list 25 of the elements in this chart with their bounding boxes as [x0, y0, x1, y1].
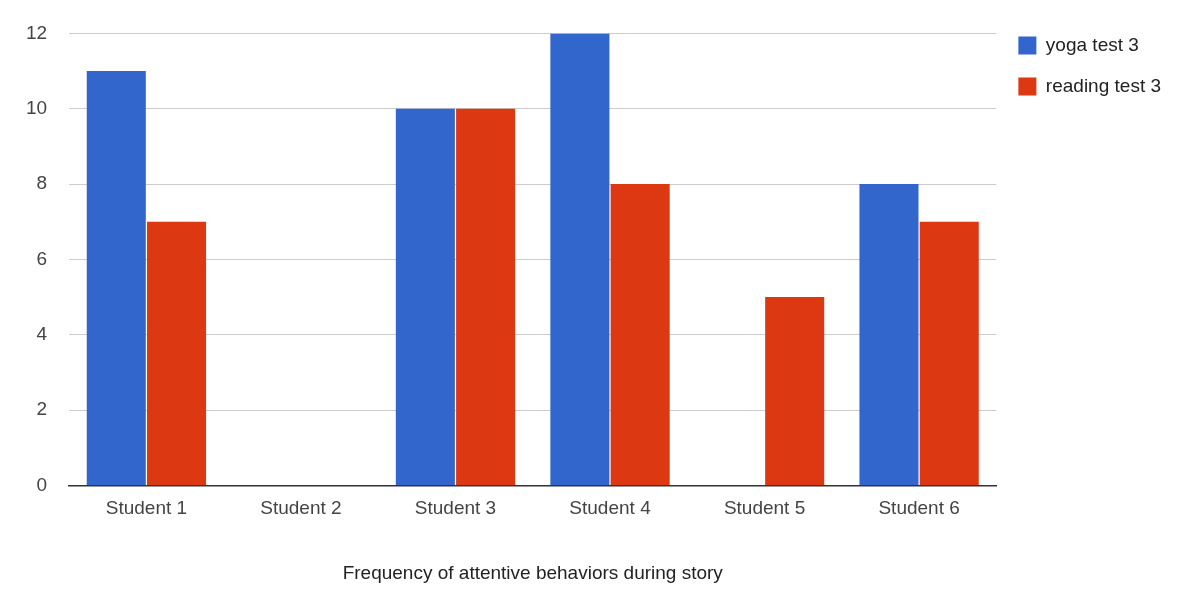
legend-label: reading test 3 [1045, 74, 1162, 96]
bar [147, 221, 207, 485]
bar [456, 108, 516, 485]
x-tick-label: Student 6 [878, 497, 960, 519]
x-tick-label: Student 5 [723, 497, 806, 519]
bar [610, 184, 670, 485]
bar [919, 221, 979, 485]
bar [86, 71, 146, 485]
y-tick-label: 8 [36, 172, 48, 194]
y-tick-label: 0 [36, 473, 48, 495]
y-tick-label: 4 [36, 322, 48, 344]
bar [765, 297, 825, 485]
bar [550, 33, 610, 485]
x-tick-label: Student 2 [260, 497, 342, 519]
legend-label: yoga test 3 [1045, 33, 1139, 55]
x-tick-label: Student 4 [569, 497, 652, 519]
y-tick-label: 6 [36, 247, 48, 269]
bar [395, 108, 455, 485]
x-axis-title: Frequency of attentive behaviors during story [342, 561, 724, 583]
y-tick-label: 10 [25, 96, 48, 118]
x-tick-label: Student 1 [105, 497, 188, 519]
x-tick-label: Student 3 [414, 497, 497, 519]
y-tick-label: 12 [25, 21, 48, 43]
bar [859, 184, 919, 485]
y-tick-label: 2 [36, 398, 48, 420]
